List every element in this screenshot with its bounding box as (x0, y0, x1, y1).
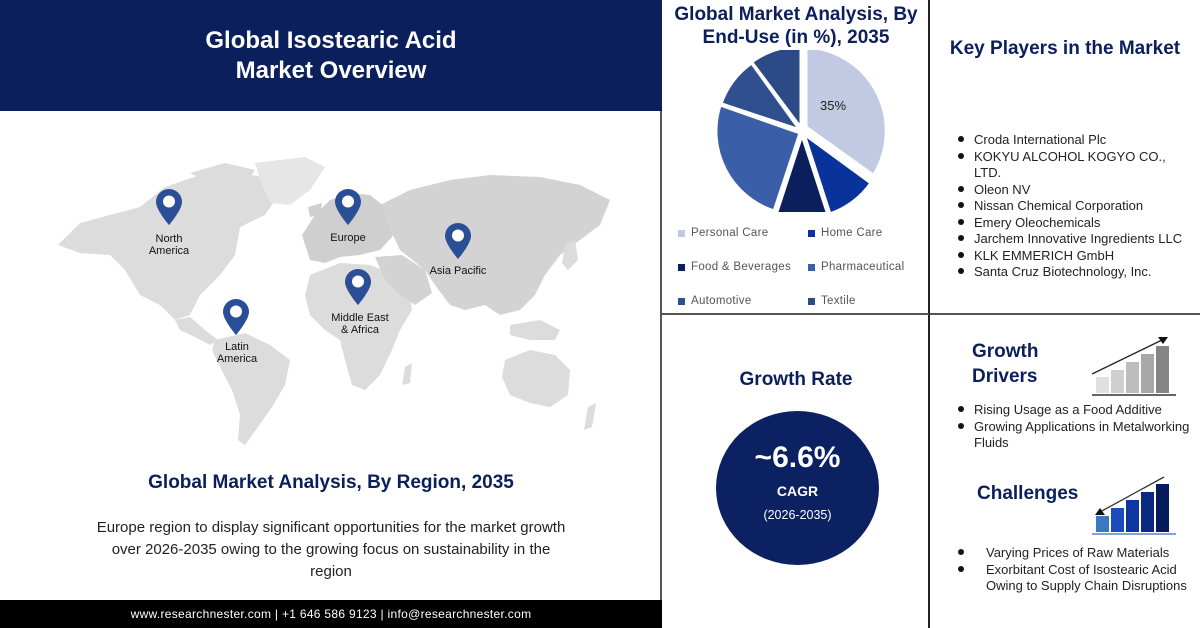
challenges-title: Challenges (977, 483, 1079, 504)
page-title: Global Isostearic Acid Market Overview (205, 26, 457, 84)
key-players-title: Key Players in the Market (949, 38, 1181, 59)
list-item: Emery Oleochemicals (954, 215, 1194, 232)
pie-legend: Personal Care Home Care Food & Beverages… (678, 226, 928, 308)
region-label-north-america: North America (148, 233, 190, 257)
region-label-latin-america: Latin America (216, 341, 258, 365)
list-item: Jarchem Innovative Ingredients LLC (954, 231, 1194, 248)
end-use-title: Global Market Analysis, By End-Use (in %… (674, 4, 918, 48)
cagr-label: CAGR (776, 483, 819, 499)
growth-drivers-list: Rising Usage as a Food Additive Growing … (954, 402, 1199, 452)
list-item: Exorbitant Cost of Isostearic Acid Owing… (954, 562, 1199, 595)
list-item: Varying Prices of Raw Materials (954, 545, 1199, 562)
header-banner: Global Isostearic Acid Market Overview (0, 0, 662, 111)
region-analysis-title: Global Market Analysis, By Region, 2035 (148, 472, 514, 493)
map-pin-icon (445, 223, 471, 259)
end-use-pie-chart (714, 50, 888, 212)
region-label-middle-east-africa: Middle East & Africa (331, 312, 389, 336)
pie-slice-personal-care (804, 50, 888, 177)
map-pin-icon (335, 189, 361, 225)
legend-item-textile: Textile (808, 294, 928, 308)
list-item: Rising Usage as a Food Additive (954, 402, 1199, 419)
falling-arrow-bar-chart-icon (1092, 476, 1176, 535)
list-item: Croda International Plc (954, 132, 1194, 149)
map-pin-icon (345, 269, 371, 305)
world-map-icon (58, 157, 610, 445)
legend-item-personal-care: Personal Care (678, 226, 808, 240)
map-pin-icon (223, 299, 249, 335)
legend-swatch-icon (678, 229, 685, 237)
legend-swatch-icon (808, 263, 815, 271)
region-label-asia-pacific: Asia Pacific (429, 265, 487, 277)
world-map: North America Europe Asia Pacific Middle… (40, 145, 620, 450)
list-item: Nissan Chemical Corporation (954, 198, 1194, 215)
end-use-panel: Global Market Analysis, By End-Use (in %… (662, 0, 930, 315)
legend-item-pharmaceutical: Pharmaceutical (808, 260, 928, 274)
key-players-list: Croda International Plc KOKYU ALCOHOL KO… (954, 132, 1194, 281)
legend-swatch-icon (808, 229, 815, 237)
cagr-badge: ~6.6% CAGR (2026-2035) (716, 411, 879, 565)
pie-slice-home-care (802, 132, 873, 212)
legend-swatch-icon (678, 297, 685, 305)
map-pin-icon (156, 189, 182, 225)
pie-slice-pharmaceutical (714, 103, 802, 212)
drivers-challenges-panel: Growth Drivers Rising Usage as a Food Ad… (930, 315, 1200, 628)
legend-swatch-icon (808, 297, 815, 305)
list-item: KLK EMMERICH GmbH (954, 248, 1194, 265)
legend-item-home-care: Home Care (808, 226, 928, 240)
legend-swatch-icon (678, 263, 685, 271)
list-item: Oleon NV (954, 182, 1194, 199)
pie-slice-food-beverages (775, 133, 829, 212)
list-item: Santa Cruz Biotechnology, Inc. (954, 264, 1194, 281)
region-analysis-description: Europe region to display significant opp… (96, 519, 566, 580)
list-item: KOKYU ALCOHOL KOGYO CO., LTD. (954, 149, 1194, 182)
challenges-list: Varying Prices of Raw Materials Exorbita… (954, 545, 1199, 595)
growth-rate-panel: Growth Rate ~6.6% CAGR (2026-2035) (662, 315, 930, 628)
pie-slice-textile (750, 50, 803, 130)
list-item: Growing Applications in Metalworking Flu… (954, 419, 1199, 452)
legend-item-food-beverages: Food & Beverages (678, 260, 808, 274)
cagr-value: ~6.6% (754, 441, 841, 474)
growth-drivers-title: Growth Drivers (972, 341, 1039, 387)
region-panel: Global Isostearic Acid Market Overview (0, 0, 662, 628)
legend-item-automotive: Automotive (678, 294, 808, 308)
key-players-panel: Key Players in the Market Croda Internat… (930, 0, 1200, 315)
contact-footer: www.researchnester.com | +1 646 586 9123… (0, 600, 662, 628)
pie-slice-label: 35% (820, 98, 847, 113)
growth-rate-title: Growth Rate (739, 369, 853, 390)
cagr-period: (2026-2035) (763, 508, 832, 522)
rising-bar-chart-icon (1092, 337, 1176, 396)
region-label-europe: Europe (330, 232, 366, 244)
